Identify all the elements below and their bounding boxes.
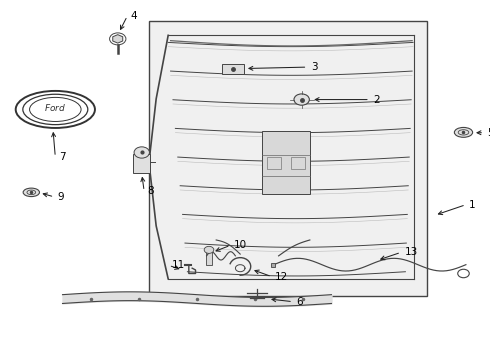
Text: 1: 1	[469, 200, 476, 210]
Bar	[267, 157, 281, 170]
Polygon shape	[149, 21, 427, 296]
Text: 3: 3	[311, 62, 318, 72]
Bar	[133, 153, 150, 173]
Ellipse shape	[454, 127, 473, 137]
Bar	[206, 250, 212, 265]
Text: 12: 12	[275, 272, 289, 282]
Text: 10: 10	[234, 240, 247, 250]
Circle shape	[134, 147, 149, 158]
Circle shape	[204, 246, 214, 253]
Text: 6: 6	[296, 297, 303, 307]
Bar	[262, 131, 310, 194]
Ellipse shape	[23, 188, 40, 197]
Text: 5: 5	[488, 128, 490, 138]
Bar	[291, 157, 305, 170]
Bar	[222, 64, 244, 74]
Polygon shape	[113, 35, 122, 43]
Text: 9: 9	[58, 192, 64, 202]
Text: 13: 13	[404, 247, 417, 257]
Circle shape	[294, 94, 309, 105]
Text: $\mathit{Ford}$: $\mathit{Ford}$	[44, 102, 66, 113]
Text: 7: 7	[59, 152, 65, 162]
Text: 2: 2	[373, 95, 380, 104]
Text: 4: 4	[131, 11, 137, 21]
Text: 11: 11	[172, 260, 185, 270]
Text: 8: 8	[147, 186, 154, 196]
